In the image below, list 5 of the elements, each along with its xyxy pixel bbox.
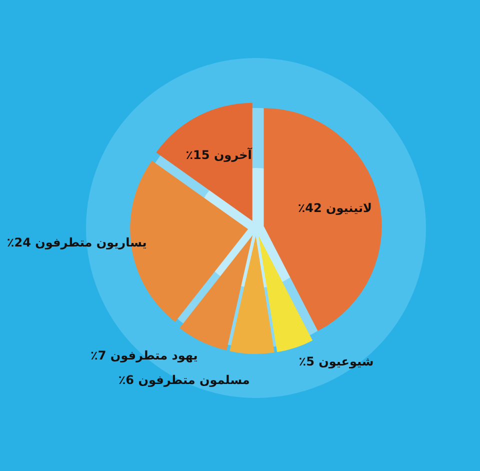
slice-label: ٪7 يهود متطرفون — [90, 348, 198, 362]
slice-label: ٪6 مسلمون متطرفون — [118, 372, 250, 387]
slice-label: ٪5 شيوعيون — [298, 354, 374, 368]
slice-label: ٪42 لاتينيون — [298, 201, 372, 216]
slice-label: ٪15 آخرون — [186, 147, 253, 162]
